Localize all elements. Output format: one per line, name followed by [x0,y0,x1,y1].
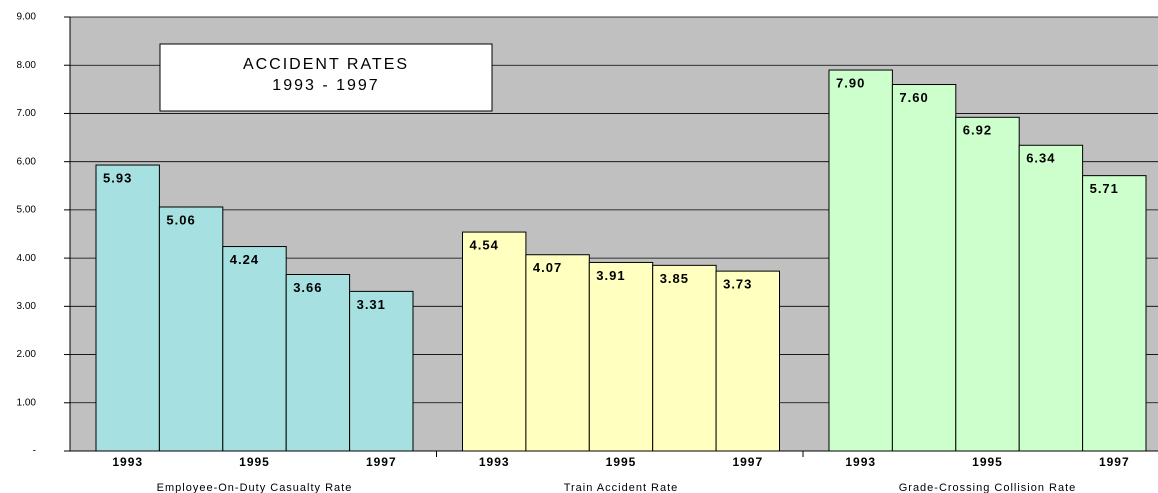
y-tick-label: - [33,446,36,457]
bar [652,264,717,452]
x-tick-label: 1993 [845,455,876,469]
chart-subtitle: 1993 - 1997 [272,77,379,94]
value-label: 7.90 [836,75,865,90]
value-label: 4.24 [230,252,259,267]
bar [1018,144,1084,452]
chart-title: ACCIDENT RATES [243,56,409,73]
x-tick-label: 1993 [479,455,510,469]
value-label: 4.54 [470,238,499,253]
value-label: 4.07 [533,260,562,275]
y-tick-label: 6.00 [17,156,37,167]
value-label: 3.73 [723,277,752,292]
bar [891,84,957,452]
bar [349,290,414,452]
value-label: 3.66 [293,280,322,295]
value-label: 5.71 [1090,181,1119,196]
value-label: 3.85 [660,271,689,286]
bar [1082,175,1147,452]
group-label: Employee-On-Duty Casualty Rate [157,482,353,493]
value-label: 6.34 [1026,151,1055,166]
bar [525,254,590,452]
x-tick-label: 1993 [112,455,143,469]
x-tick-label: 1995 [972,455,1003,469]
x-tick-label: 1997 [732,455,763,469]
y-tick-label: 1.00 [17,397,37,408]
x-tick-label: 1997 [366,455,397,469]
value-label: 5.06 [166,212,195,227]
bar [828,69,893,452]
value-label: 6.92 [963,123,992,138]
bar [955,116,1020,452]
y-tick-label: 5.00 [17,205,37,216]
bar [158,206,224,452]
value-label: 3.91 [596,268,625,283]
bar [222,246,287,452]
y-tick-label: 8.00 [17,60,37,71]
y-tick-label: 2.00 [17,349,37,360]
group-label: Train Accident Rate [564,482,679,493]
y-tick-label: 3.00 [17,301,37,312]
bar [588,261,654,452]
group-label: Grade-Crossing Collision Rate [899,482,1077,493]
bar [285,274,351,452]
y-tick-label: 9.00 [17,12,37,23]
value-label: 5.93 [103,170,132,185]
y-tick-label: 7.00 [17,108,37,119]
bar [462,231,527,452]
bar [715,270,780,452]
x-tick-label: 1995 [239,455,270,469]
x-tick-label: 1997 [1099,455,1130,469]
value-label: 7.60 [899,90,928,105]
title-box [159,43,493,112]
x-tick-label: 1995 [606,455,637,469]
value-label: 3.31 [357,297,386,312]
bar [95,164,160,452]
y-tick-label: 4.00 [17,253,37,264]
